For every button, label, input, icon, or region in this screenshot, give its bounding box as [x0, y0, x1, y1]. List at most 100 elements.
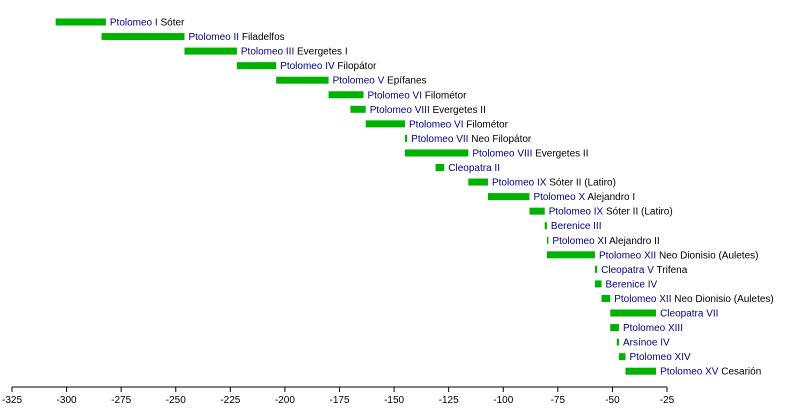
reign-bar: [276, 76, 329, 84]
reign-bar: [546, 236, 549, 244]
ruler-link[interactable]: Berenice III: [551, 221, 602, 232]
ruler-link[interactable]: Ptolomeo IX: [549, 207, 604, 218]
ruler-epithet: Filadelfos: [239, 32, 285, 43]
x-tick-label: -250: [166, 395, 186, 406]
reign-label: Ptolomeo VII Neo Filopátor: [411, 134, 532, 145]
reign-label: Ptolomeo IV Filopátor: [280, 61, 377, 72]
ruler-link[interactable]: Ptolomeo IX: [492, 178, 547, 189]
x-tick-label: -325: [2, 395, 22, 406]
x-tick-label: -75: [551, 395, 566, 406]
reign-bar: [405, 134, 408, 142]
ruler-epithet: Evergetes II: [532, 148, 588, 159]
x-axis: -325 -300 -275 -250 -225 -200 -175 -150 -125 -100…: [2, 386, 675, 406]
reign-label: Ptolomeo III Evergetes I: [241, 47, 348, 58]
x-tick-label: -200: [275, 395, 295, 406]
reign-label: Ptolomeo XV Cesarión: [660, 367, 761, 378]
reign-label: Ptolomeo X Alejandro I: [533, 192, 635, 203]
ruler-epithet: Neo Dionisio (Auletes): [656, 250, 758, 261]
reign-bar: [618, 353, 626, 361]
reign-bar: [625, 367, 657, 375]
reign-label: Ptolomeo IX Sóter II (Latiro): [492, 178, 616, 189]
x-tick-label: -225: [220, 395, 240, 406]
ruler-link[interactable]: Ptolomeo XV: [660, 367, 719, 378]
reign-bar: [610, 324, 619, 332]
reign-bar: [529, 207, 545, 215]
ruler-epithet: Neo Dionisio (Auletes): [671, 294, 773, 305]
ruler-epithet: Filométor: [463, 119, 508, 130]
reign-label: Ptolomeo XIV: [630, 352, 691, 363]
reign-label: Berenice III: [551, 221, 602, 232]
reign-bar: [546, 251, 595, 259]
x-tick-label: -275: [111, 395, 131, 406]
reign-bar: [601, 294, 611, 302]
reign-label: Ptolomeo VIII Evergetes II: [472, 148, 588, 159]
reign-label: Ptolomeo VI Filométor: [409, 119, 509, 130]
bar-layer: [55, 18, 657, 375]
reign-label: Ptolomeo XII Neo Dionisio (Auletes): [599, 250, 759, 261]
reign-bar: [236, 62, 277, 70]
x-tick-label: -50: [605, 395, 620, 406]
reign-bar: [405, 149, 469, 157]
reign-bar: [101, 33, 185, 41]
ruler-epithet: Sóter II (Latiro): [546, 178, 615, 189]
ruler-link[interactable]: Berenice IV: [606, 279, 658, 290]
ruler-link[interactable]: Ptolomeo IV: [280, 61, 335, 72]
ruler-epithet: Sóter II (Latiro): [603, 207, 672, 218]
ruler-link[interactable]: Cleopatra II: [448, 163, 500, 174]
reign-label: Ptolomeo VI Filométor: [368, 90, 468, 101]
reign-label: Berenice IV: [606, 279, 658, 290]
reign-bar: [594, 280, 602, 288]
ruler-epithet: Filométor: [422, 90, 467, 101]
ruler-epithet: Epífanes: [384, 76, 426, 87]
ruler-epithet: Filopátor: [335, 61, 377, 72]
ruler-link[interactable]: Ptolomeo III: [241, 47, 294, 58]
ruler-link[interactable]: Ptolomeo XIII: [623, 323, 683, 334]
ruler-link[interactable]: Ptolomeo XII: [614, 294, 671, 305]
reign-bar: [616, 338, 619, 346]
reign-label: Ptolomeo XIII: [623, 323, 683, 334]
ruler-link[interactable]: Ptolomeo VIII: [472, 148, 532, 159]
ruler-link[interactable]: Ptolomeo XIV: [630, 352, 691, 363]
x-tick-label: -25: [660, 395, 675, 406]
ruler-link[interactable]: Ptolomeo V: [333, 76, 385, 87]
reign-label: Ptolomeo I Sóter: [110, 18, 185, 29]
ruler-link[interactable]: Arsínoe IV: [623, 338, 670, 349]
reign-bar: [328, 91, 364, 99]
ruler-link[interactable]: Ptolomeo XII: [599, 250, 656, 261]
ruler-link[interactable]: Cleopatra V: [601, 265, 654, 276]
ruler-epithet: Sóter: [158, 18, 185, 29]
ruler-link[interactable]: Ptolomeo X: [533, 192, 585, 203]
ruler-link[interactable]: Ptolomeo VI: [368, 90, 422, 101]
reign-label: Ptolomeo II Filadelfos: [188, 32, 284, 43]
x-tick-label: -175: [329, 395, 349, 406]
reign-bar: [365, 120, 405, 128]
ruler-link[interactable]: Ptolomeo I: [110, 18, 158, 29]
ruler-link[interactable]: Ptolomeo II: [188, 32, 239, 43]
reign-label: Cleopatra II: [448, 163, 500, 174]
reign-bar: [468, 178, 488, 186]
ruler-epithet: Alejandro I: [585, 192, 635, 203]
x-tick-label: -300: [57, 395, 77, 406]
ruler-link[interactable]: Ptolomeo VIII: [370, 105, 430, 116]
reign-bar: [184, 47, 237, 55]
reign-label: Arsínoe IV: [623, 338, 670, 349]
ruler-link[interactable]: Ptolomeo XI: [552, 236, 606, 247]
reign-label: Ptolomeo VIII Evergetes II: [370, 105, 486, 116]
reign-label: Ptolomeo XI Alejandro II: [552, 236, 659, 247]
reign-bar: [55, 18, 106, 26]
x-tick-label: -125: [439, 395, 459, 406]
reign-bar: [350, 105, 366, 113]
ruler-link[interactable]: Cleopatra VII: [660, 309, 718, 320]
reign-bar: [487, 193, 530, 201]
ruler-epithet: Evergetes II: [430, 105, 486, 116]
ruler-link[interactable]: Ptolomeo VII: [411, 134, 468, 145]
ruler-link[interactable]: Ptolomeo VI: [409, 119, 463, 130]
reign-label: Cleopatra V Trifena: [601, 265, 688, 276]
x-tick-label: -150: [384, 395, 404, 406]
ruler-epithet: Neo Filopátor: [468, 134, 531, 145]
reign-label: Ptolomeo IX Sóter II (Latiro): [549, 207, 673, 218]
ruler-epithet: Cesarión: [718, 367, 761, 378]
reign-bar: [610, 309, 657, 317]
